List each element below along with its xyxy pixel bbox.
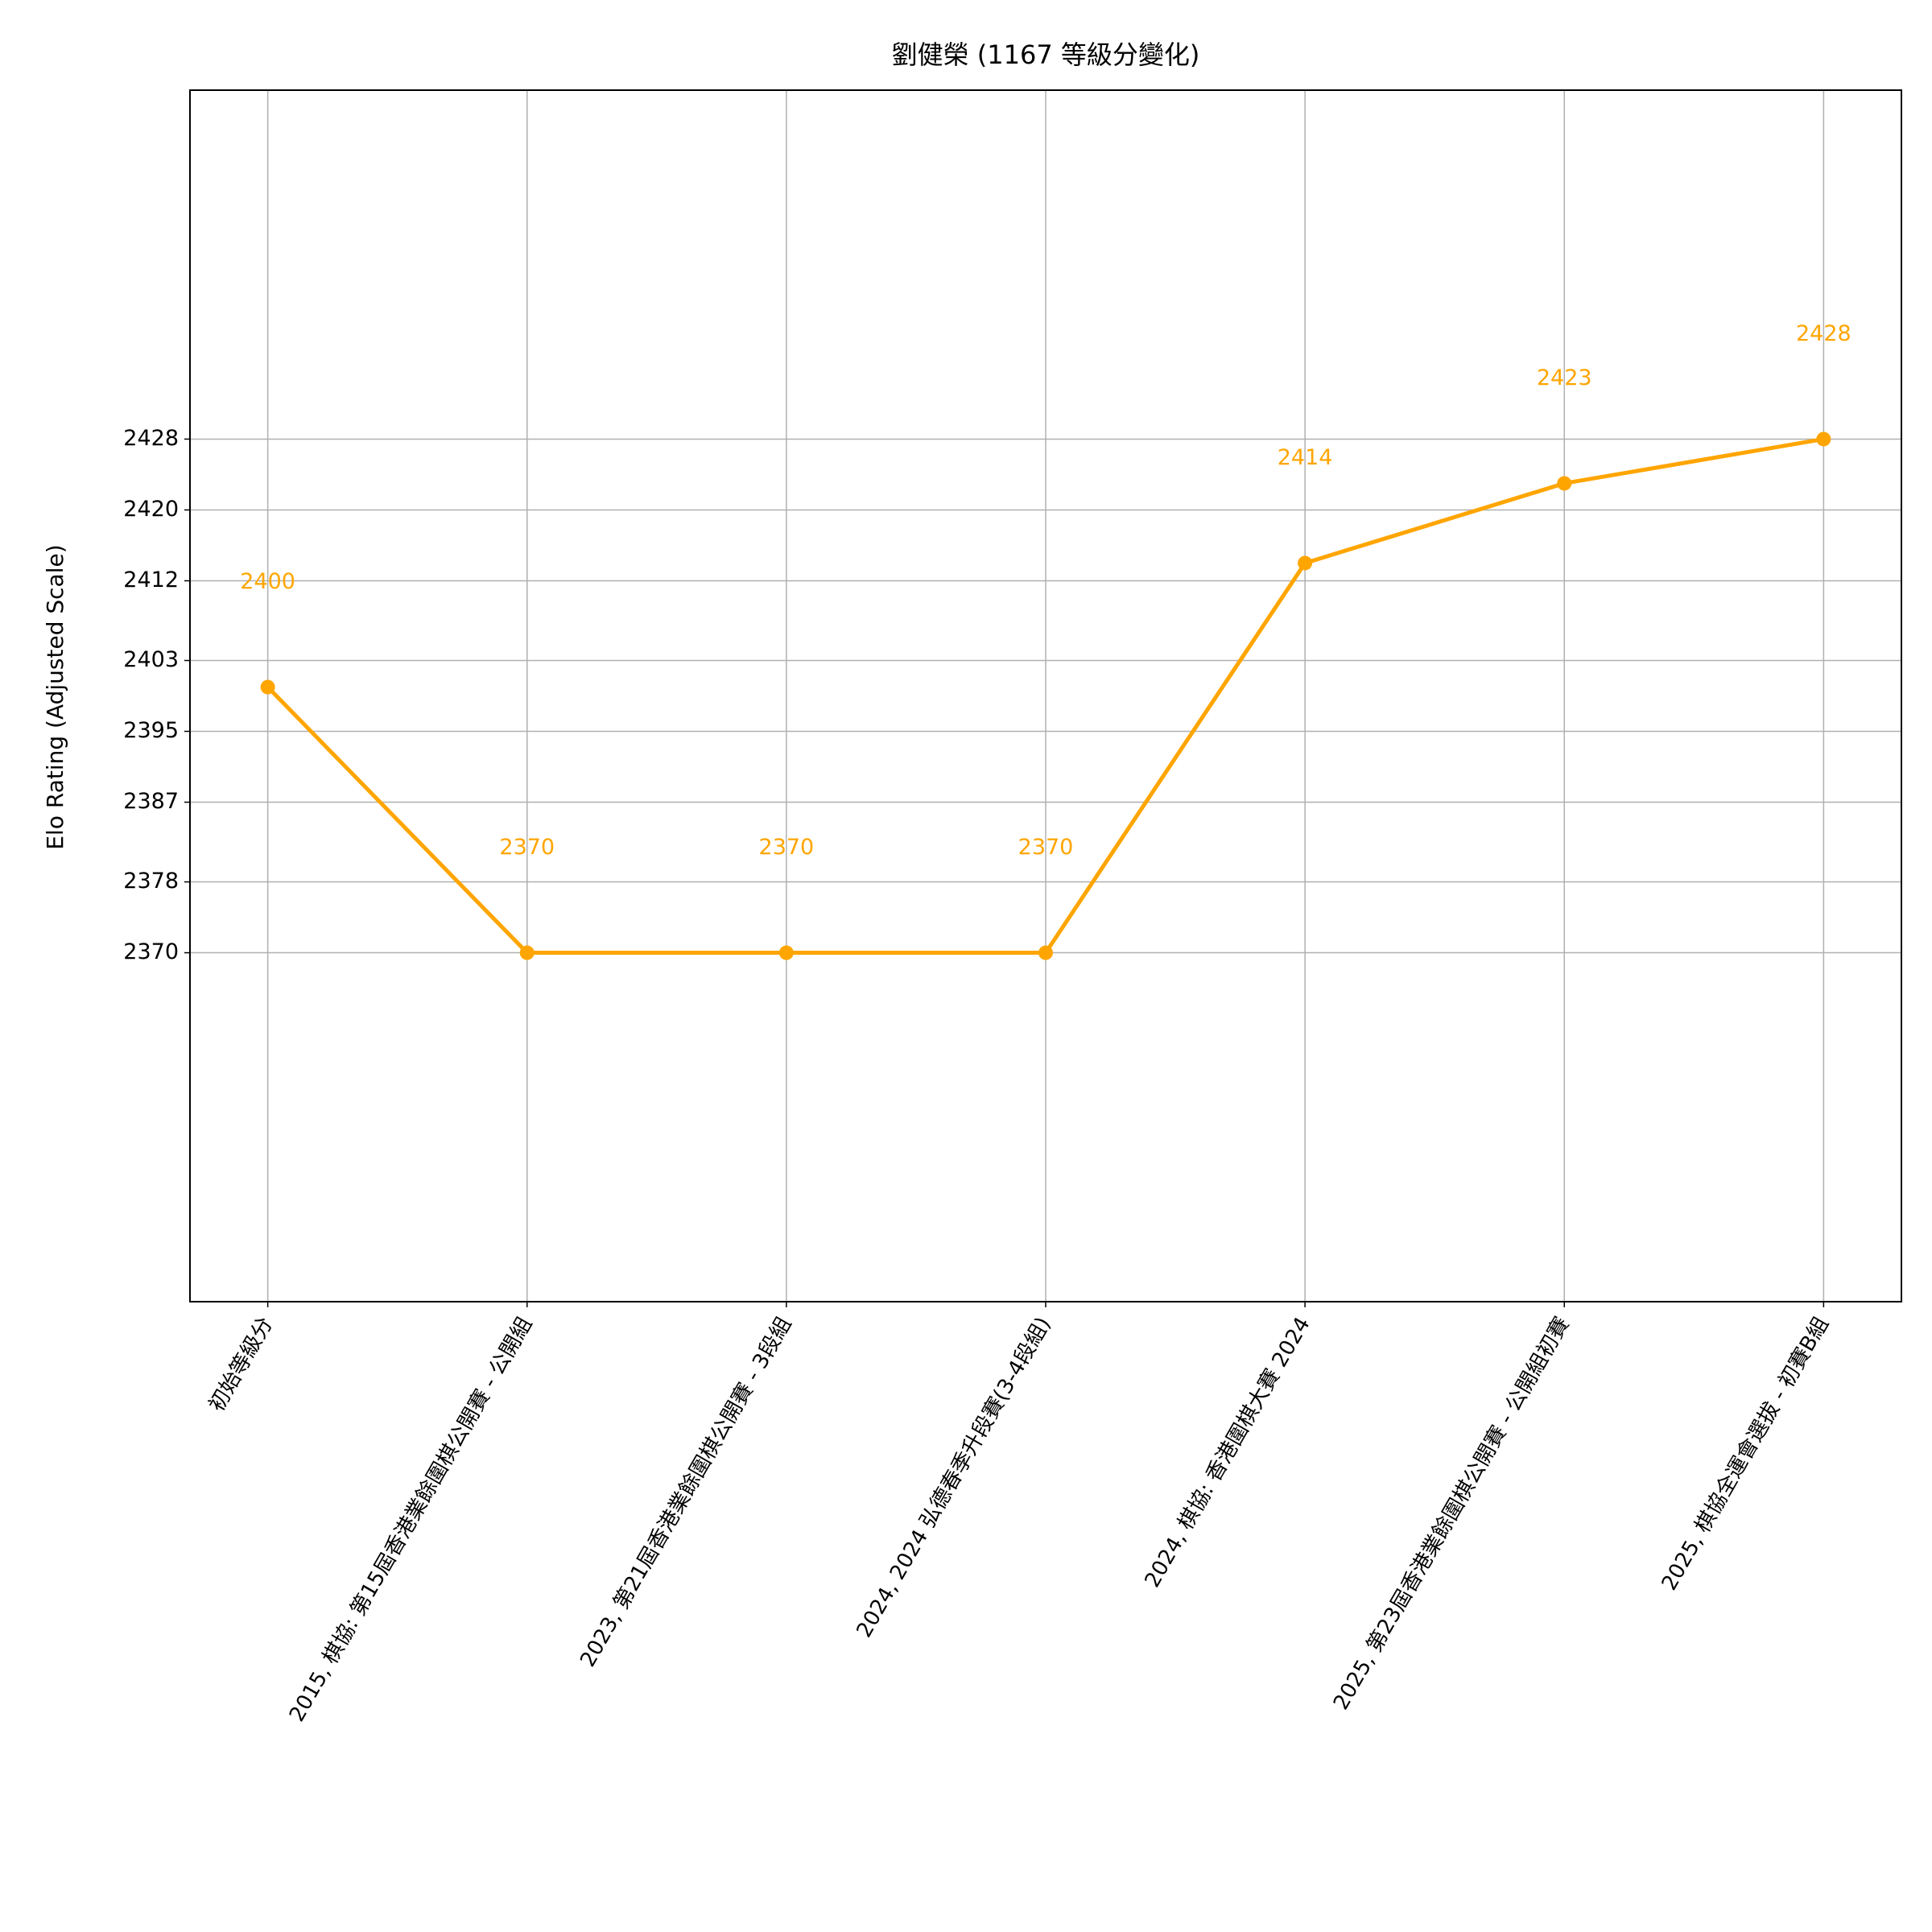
y-tick-label: 2378 <box>123 869 179 894</box>
marker <box>1816 431 1831 447</box>
marker <box>778 945 794 960</box>
y-tick-label: 2428 <box>123 426 179 451</box>
y-axis-label: Elo Rating (Adjusted Scale) <box>42 544 68 849</box>
marker <box>1038 945 1053 960</box>
chart-title: 劉健榮 (1167 等級分變化) <box>892 39 1200 70</box>
y-tick-label: 2420 <box>123 497 179 522</box>
value-label: 2414 <box>1278 445 1333 470</box>
marker <box>1298 555 1313 571</box>
x-tick-label: 2025, 棋協全運會選拔 - 初賽B組 <box>1657 1313 1834 1595</box>
y-tick-label: 2395 <box>123 718 179 743</box>
value-label: 2370 <box>759 835 815 860</box>
x-tick-label: 2025, 第23屆香港業餘圍棋公開賽 - 公開組初賽 <box>1329 1313 1575 1714</box>
marker <box>1557 476 1572 491</box>
plot-frame <box>189 89 1902 1302</box>
value-label: 2370 <box>499 835 555 860</box>
value-label: 2370 <box>1018 835 1074 860</box>
marker <box>260 679 275 695</box>
value-label: 2400 <box>240 569 295 594</box>
x-tick-label: 2024, 棋協: 香港圍棋大賽 2024 <box>1141 1313 1315 1591</box>
x-tick-label: 2015, 棋協: 第15屆香港業餘圍棋公開賽 - 公開組 <box>285 1313 537 1726</box>
y-tick-label: 2370 <box>123 939 179 964</box>
value-label: 2428 <box>1796 321 1852 346</box>
y-tick-label: 2387 <box>123 789 179 814</box>
x-tick-label: 初始等級分 <box>204 1313 278 1416</box>
y-tick-label: 2403 <box>123 647 179 672</box>
x-tick-label: 2024, 2024 弘德春季升段賽(3-4段組) <box>852 1313 1056 1641</box>
y-tick-label: 2412 <box>123 568 179 592</box>
value-label: 2423 <box>1537 365 1592 390</box>
marker <box>519 945 535 960</box>
x-tick-label: 2023, 第21屆香港業餘圍棋公開賽 - 3段組 <box>576 1313 796 1671</box>
